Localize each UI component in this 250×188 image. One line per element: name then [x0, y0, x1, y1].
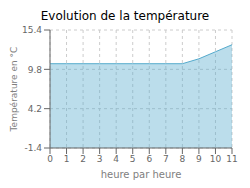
svg-text:10: 10: [210, 154, 222, 164]
svg-text:9.8: 9.8: [28, 65, 43, 75]
svg-text:7: 7: [163, 154, 169, 164]
svg-text:11: 11: [226, 154, 237, 164]
svg-text:-1.4: -1.4: [24, 143, 42, 153]
svg-text:1: 1: [64, 154, 70, 164]
svg-text:8: 8: [179, 154, 185, 164]
svg-text:9: 9: [196, 154, 202, 164]
svg-text:heure par heure: heure par heure: [101, 169, 182, 180]
svg-text:6: 6: [146, 154, 152, 164]
svg-text:2: 2: [80, 154, 86, 164]
svg-text:0: 0: [47, 154, 53, 164]
svg-text:Température en °C: Température en °C: [9, 47, 19, 133]
svg-text:15.4: 15.4: [22, 25, 42, 35]
svg-text:4: 4: [113, 154, 119, 164]
svg-text:5: 5: [130, 154, 136, 164]
svg-text:3: 3: [97, 154, 103, 164]
svg-text:4.2: 4.2: [28, 104, 42, 114]
html-text:Evolution de la température: Evolution de la température: [40, 9, 210, 23]
